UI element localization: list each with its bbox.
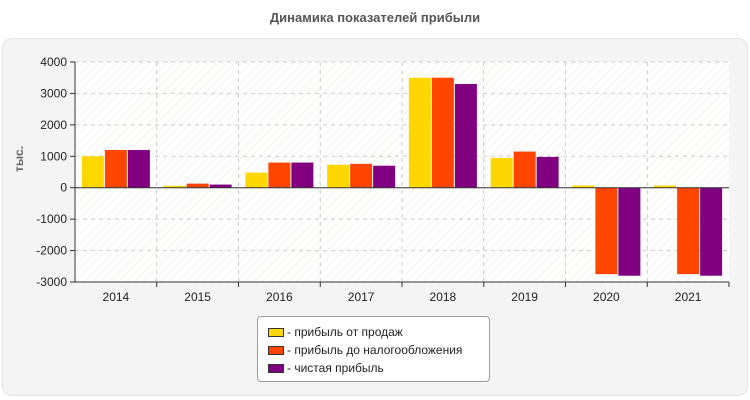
legend-label: - чистая прибыль [287, 361, 384, 375]
bar-2016-2 [268, 162, 291, 188]
y-tick-label: 2000 [40, 118, 67, 132]
bar-2021-1 [654, 185, 677, 188]
y-tick-label: 1000 [40, 149, 67, 163]
bar-2021-2 [677, 187, 700, 275]
x-tick-label: 2016 [266, 290, 293, 304]
y-axis-label: тыс. [12, 146, 26, 172]
legend-label: - прибыль до налогообложения [287, 343, 463, 357]
y-tick-label: -2000 [36, 244, 67, 258]
bar-2020-3 [618, 187, 641, 276]
axes [70, 61, 730, 287]
legend-item-sales-profit: - прибыль от продаж [268, 323, 479, 341]
x-tick-label: 2018 [430, 290, 457, 304]
legend-swatch-icon [268, 327, 284, 337]
x-tick-label: 2014 [103, 290, 130, 304]
y-tick-label: 4000 [40, 55, 67, 69]
x-tick-label: 2019 [511, 290, 538, 304]
bar-2014-1 [81, 156, 104, 188]
y-tick-label: -3000 [36, 275, 67, 289]
bar-2017-2 [350, 163, 373, 188]
bar-2014-2 [104, 150, 127, 188]
x-tick-label: 2015 [184, 290, 211, 304]
bar-2018-3 [454, 84, 477, 188]
bar-2018-1 [408, 77, 431, 188]
bar-2019-3 [536, 156, 559, 188]
bar-2021-3 [700, 187, 723, 276]
bar-2020-2 [595, 187, 618, 275]
legend-item-pretax-profit: - прибыль до налогообложения [268, 341, 479, 359]
bar-2014-3 [127, 150, 150, 188]
bars-group [81, 77, 723, 276]
x-tick-label: 2021 [675, 290, 702, 304]
legend-item-net-profit: - чистая прибыль [268, 359, 479, 377]
bar-2017-1 [327, 164, 350, 188]
bar-2015-2 [186, 183, 209, 188]
bar-2019-1 [490, 157, 513, 188]
legend-swatch-icon [268, 345, 284, 355]
bar-2015-1 [163, 185, 186, 188]
bar-2016-1 [245, 172, 268, 188]
x-tick-label: 2017 [348, 290, 375, 304]
legend-label: - прибыль от продаж [287, 325, 403, 339]
chart-legend: - прибыль от продаж - прибыль до налогоо… [257, 316, 490, 382]
legend-swatch-icon [268, 363, 284, 373]
bar-2018-2 [431, 77, 454, 188]
chart-title: Динамика показателей прибыли [269, 10, 481, 25]
bar-2016-3 [291, 162, 314, 188]
y-tick-label: 3000 [40, 86, 67, 100]
y-tick-label: -1000 [36, 212, 67, 226]
bar-2019-2 [513, 151, 536, 188]
y-tick-label: 0 [60, 181, 67, 195]
bar-2017-3 [373, 165, 396, 188]
bar-2015-3 [209, 184, 232, 188]
x-tick-label: 2020 [593, 290, 620, 304]
y-tick-labels: 4000 3000 2000 1000 0 -1000 -2000 -3000 [36, 55, 67, 289]
x-tick-labels: 2014 2015 2016 2017 2018 2019 2020 2021 [103, 290, 702, 304]
bar-2020-1 [572, 185, 595, 188]
